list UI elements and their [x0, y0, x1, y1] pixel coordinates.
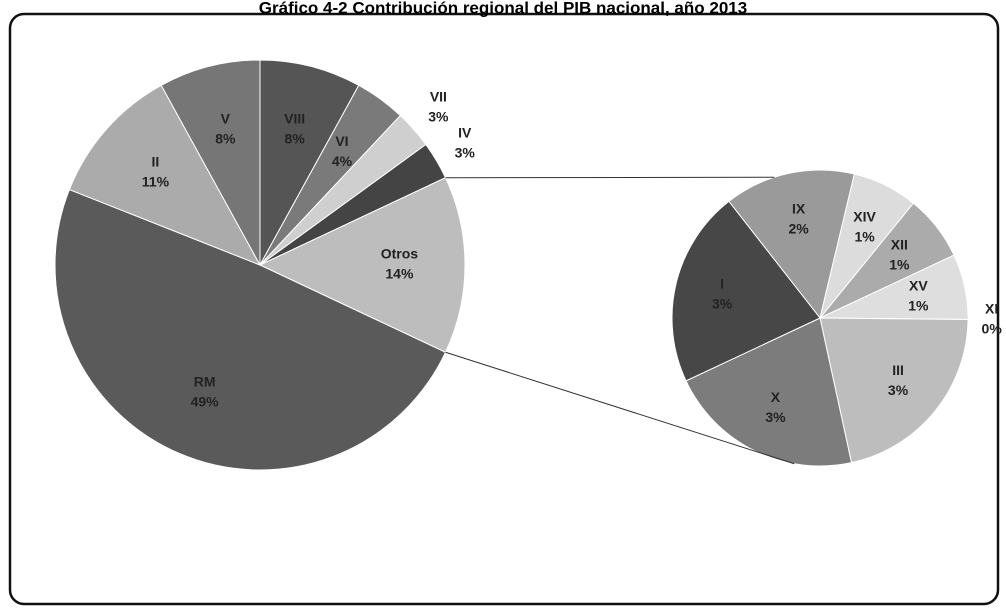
slice-category: VIII: [284, 111, 305, 127]
slice-label: 11%: [142, 174, 170, 190]
slice-label: 3%: [428, 108, 449, 124]
pie-slice: [259, 59, 360, 266]
slice-label: 14%: [385, 266, 414, 282]
pie-slice: [728, 169, 855, 320]
slice-category: IX: [792, 200, 806, 216]
slice-label: 49%: [191, 394, 220, 410]
slice-category: XII: [891, 237, 908, 253]
pie-slice: [671, 200, 821, 382]
slice-label: 3%: [888, 382, 909, 398]
pie-slice: [68, 84, 262, 266]
slice-category: II: [152, 154, 160, 170]
slice-label: 4%: [332, 153, 353, 169]
connector-line: [445, 351, 795, 465]
slice-category: III: [892, 362, 904, 378]
slice-label: 2%: [788, 220, 809, 236]
slice-category: VII: [430, 88, 447, 104]
slice-label: 1%: [889, 257, 910, 273]
slice-label: 1%: [908, 297, 929, 313]
slice-category: XIV: [853, 208, 876, 224]
slice-category: X: [771, 389, 781, 405]
pie-slice: [819, 317, 969, 464]
pie-slice: [160, 59, 261, 266]
slice-category: Otros: [381, 246, 419, 262]
slice-label: 8%: [215, 131, 236, 147]
slice-label: 3%: [712, 295, 733, 311]
slice-category: RM: [194, 374, 216, 390]
pie-slice: [258, 177, 466, 353]
slice-label: 3%: [765, 409, 786, 425]
slice-category: XI: [985, 300, 998, 316]
chart-title: Gráfico 4-2 Contribución regional del PI…: [259, 0, 747, 17]
slice-label: 3%: [455, 145, 476, 161]
slice-label: 0%: [982, 320, 1003, 336]
slice-category: IV: [458, 125, 472, 141]
pie-slice: [54, 188, 447, 471]
slice-label: 1%: [854, 228, 875, 244]
slice-label: 8%: [285, 131, 306, 147]
slice-category: VI: [335, 133, 348, 149]
slice-category: XV: [909, 277, 928, 293]
slice-category: V: [221, 111, 231, 127]
slice-category: I: [720, 275, 724, 291]
